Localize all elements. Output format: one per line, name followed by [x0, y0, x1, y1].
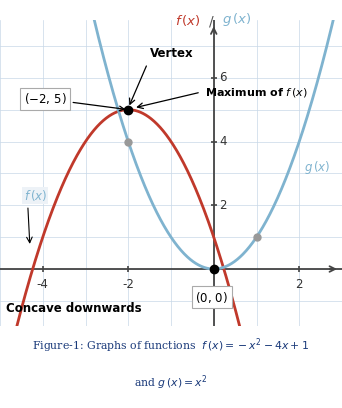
Text: -2: -2 [122, 278, 134, 291]
Text: $f\,(x)$: $f\,(x)$ [175, 13, 201, 29]
Text: $f\,(x)$: $f\,(x)$ [24, 188, 47, 203]
Text: /: / [209, 14, 214, 29]
Text: and $g\,(x)=x^2$: and $g\,(x)=x^2$ [134, 373, 208, 392]
Text: 6: 6 [219, 71, 227, 84]
Text: $g\,(x)$: $g\,(x)$ [303, 159, 330, 175]
Text: 2: 2 [295, 278, 303, 291]
Text: Maximum of $f\,(x)$: Maximum of $f\,(x)$ [205, 86, 308, 99]
Text: $(0,\,0)$: $(0,\,0)$ [195, 290, 228, 305]
Text: 4: 4 [219, 135, 227, 148]
Text: 2: 2 [219, 199, 227, 212]
Text: $g\,(x)$: $g\,(x)$ [222, 11, 252, 29]
Text: $(-2,\,5)$: $(-2,\,5)$ [24, 91, 124, 111]
Text: Figure-1: Graphs of functions  $f\,(x)=-x^2-4x+1$: Figure-1: Graphs of functions $f\,(x)=-x… [32, 337, 310, 355]
Text: Vertex: Vertex [150, 47, 193, 60]
Text: -4: -4 [37, 278, 49, 291]
Text: Concave downwards: Concave downwards [6, 302, 142, 315]
